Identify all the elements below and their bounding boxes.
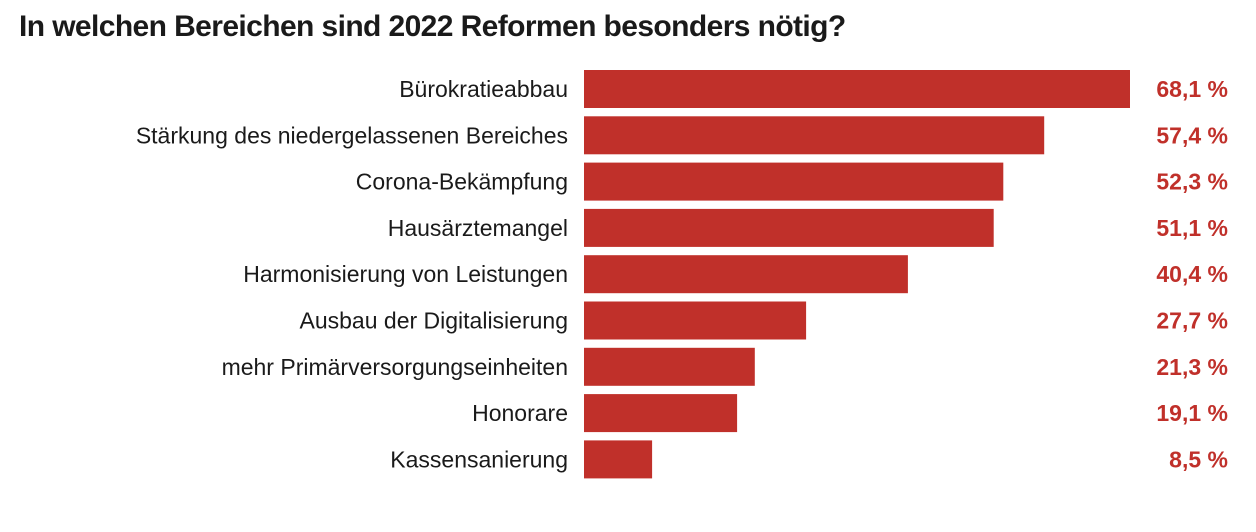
value-label: 21,3 %: [1156, 354, 1228, 380]
value-label: 68,1 %: [1156, 76, 1228, 102]
bar: [584, 208, 994, 247]
bar: [584, 347, 755, 386]
bar: [584, 70, 1130, 108]
value-label: 27,7 %: [1156, 308, 1228, 334]
category-label: mehr Primärversorgungseinheiten: [222, 354, 568, 380]
value-labels: 68,1 % 57,4 % 52,3 % 51,1 % 40,4 % 27,7 % 21,3…: [1156, 76, 1228, 472]
value-label: 52,3 %: [1156, 169, 1228, 195]
bar: [584, 394, 738, 433]
value-label: 57,4 %: [1156, 122, 1228, 148]
category-label: Honorare: [472, 400, 568, 426]
category-label: Corona-Bekämpfung: [356, 169, 568, 195]
value-label: 40,4 %: [1156, 261, 1228, 287]
bar: [584, 162, 1004, 201]
category-label: Hausärztemangel: [388, 215, 568, 241]
category-label: Bürokratieabbau: [399, 76, 568, 102]
bar: [584, 116, 1045, 155]
category-label: Kassensanierung: [390, 446, 568, 472]
category-label: Ausbau der Digitalisierung: [300, 308, 569, 334]
bar: [584, 255, 908, 294]
chart-title: In welchen Bereichen sind 2022 Reformen …: [19, 10, 846, 43]
value-label: 51,1 %: [1156, 215, 1228, 241]
bar: [584, 301, 807, 340]
bar: [584, 440, 653, 479]
value-label: 8,5 %: [1169, 446, 1228, 472]
category-label: Harmonisierung von Leistungen: [243, 261, 568, 287]
bars: [584, 70, 1130, 479]
value-label: 19,1 %: [1156, 400, 1228, 426]
category-labels: Bürokratieabbau Stärkung des niedergelass…: [136, 76, 568, 472]
category-label: Stärkung des niedergelassenen Bereiches: [136, 122, 568, 148]
